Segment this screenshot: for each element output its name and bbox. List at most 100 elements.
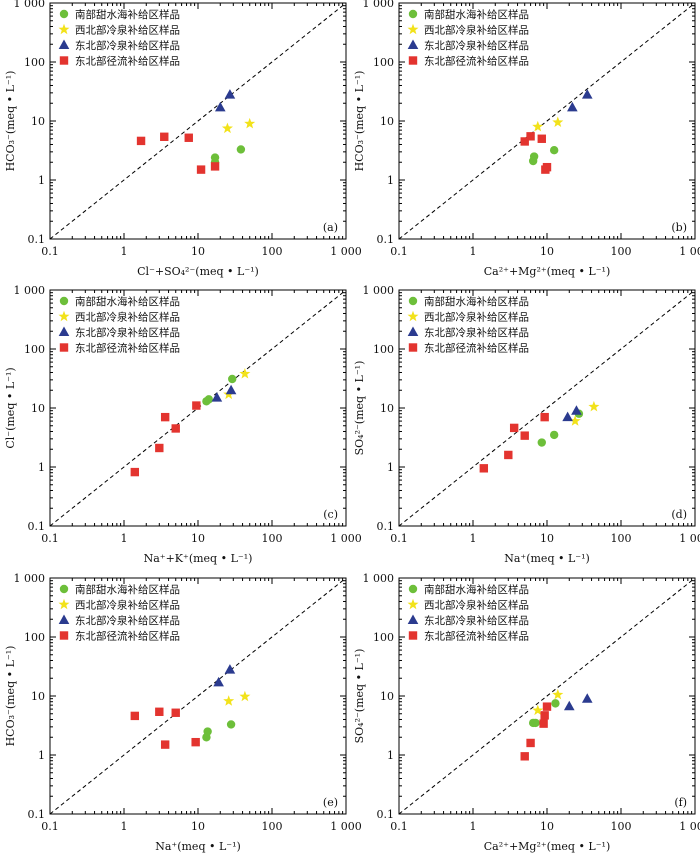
x-tick-label: 1 (470, 245, 477, 258)
data-point (520, 752, 529, 761)
legend-label: 东北部径流补给区样品 (424, 630, 529, 643)
legend-label: 东北部冷泉补给区样品 (424, 614, 529, 627)
data-point (155, 707, 164, 716)
data-point (581, 89, 593, 99)
y-tick-label: 10 (31, 402, 45, 415)
legend-marker (407, 39, 419, 49)
data-point (196, 165, 206, 174)
y-tick-label: 1 (387, 749, 394, 762)
data-point (532, 120, 544, 132)
data-point (171, 424, 180, 433)
legend-marker (58, 326, 70, 336)
data-point (532, 704, 544, 716)
legend-label: 东北部冷泉补给区样品 (75, 614, 180, 627)
x-tick-label: 1 (470, 820, 477, 833)
panel-label: (d) (671, 508, 687, 521)
y-axis-label: Cl⁻(meq • L⁻¹) (4, 367, 17, 448)
data-point (130, 711, 140, 721)
y-tick-label: 100 (373, 56, 394, 69)
x-tick-label: 1 000 (330, 245, 362, 258)
data-point (540, 412, 549, 422)
data-point (509, 423, 519, 433)
x-tick-label: 0.1 (41, 245, 59, 258)
data-point (228, 374, 237, 384)
data-point (581, 693, 593, 703)
data-point (520, 137, 529, 146)
data-point (239, 690, 251, 702)
legend-label: 西北部冷泉补给区样品 (75, 24, 180, 37)
data-point (236, 145, 246, 154)
y-axis-label: SO₄²⁻(meq • L⁻¹) (353, 361, 366, 456)
y-tick-label: 100 (24, 631, 45, 644)
chart-panel-f: 0.1 1 10 100 1 000 0.1 1 10 100 1 000 Ca²⁺+Mg²⁺(me… (353, 572, 700, 853)
data-point (214, 101, 226, 112)
legend-marker (407, 598, 419, 610)
data-point (191, 737, 200, 747)
legend-marker (407, 310, 419, 322)
data-point (160, 740, 170, 749)
x-tick-label: 100 (611, 820, 632, 833)
data-point (569, 415, 581, 426)
y-tick-label: 0.1 (377, 520, 395, 533)
x-tick-label: 0.1 (390, 245, 408, 258)
data-point (155, 443, 164, 453)
y-tick-label: 1 000 (14, 0, 46, 10)
legend-label: 南部甜水海补给区样品 (75, 295, 180, 308)
x-tick-label: 100 (611, 245, 632, 258)
panel-label: (b) (671, 221, 687, 234)
y-tick-label: 0.1 (377, 808, 395, 821)
y-tick-label: 0.1 (28, 520, 46, 533)
data-point (552, 116, 564, 127)
data-point (244, 117, 256, 129)
x-tick-label: 10 (191, 820, 205, 833)
x-tick-label: 1 000 (679, 532, 700, 545)
legend-marker (58, 310, 70, 322)
y-tick-label: 1 (38, 749, 45, 762)
data-point (223, 695, 235, 706)
data-point (531, 718, 540, 728)
x-axis-label: Cl⁻+SO₄²⁻(meq • L⁻¹) (137, 265, 259, 278)
legend-label: 南部甜水海补给区样品 (75, 583, 180, 596)
data-point (204, 395, 214, 404)
legend-marker (59, 343, 69, 352)
x-tick-label: 100 (611, 532, 632, 545)
x-tick-label: 1 000 (330, 820, 362, 833)
legend-label: 西北部冷泉补给区样品 (424, 311, 529, 324)
data-point (192, 401, 201, 410)
data-point (529, 152, 539, 161)
legend-label: 南部甜水海补给区样品 (424, 295, 529, 308)
x-tick-label: 100 (262, 820, 283, 833)
data-point (526, 132, 535, 141)
x-axis-label: Na⁺(meq • L⁻¹) (504, 552, 590, 565)
legend-marker (407, 614, 419, 624)
data-point (239, 368, 251, 379)
y-tick-label: 1 (38, 461, 45, 474)
chart-panel-d: 0.1 1 10 100 1 000 0.1 1 10 100 1 000 Na⁺(meq • L⁻… (353, 284, 700, 565)
x-tick-label: 0.1 (390, 820, 408, 833)
data-point (540, 711, 549, 720)
data-point (542, 162, 552, 172)
panel-label: (e) (323, 796, 338, 809)
y-tick-label: 0.1 (377, 233, 395, 246)
data-point (552, 688, 564, 700)
y-tick-label: 0.1 (28, 808, 46, 821)
y-tick-label: 0.1 (28, 233, 46, 246)
y-axis-label: HCO₃⁻(meq • L⁻¹) (353, 71, 366, 172)
y-tick-label: 10 (380, 402, 394, 415)
data-point (171, 708, 180, 717)
legend-marker (59, 631, 69, 640)
x-tick-label: 0.1 (41, 532, 59, 545)
x-axis-label: Na⁺(meq • L⁻¹) (155, 840, 241, 853)
data-point (549, 145, 559, 155)
data-point (563, 700, 575, 711)
legend-label: 东北部冷泉补给区样品 (75, 39, 180, 52)
data-point (549, 430, 559, 440)
one-to-one-line (398, 577, 696, 815)
legend-marker (58, 598, 70, 610)
data-point (160, 412, 170, 422)
legend-label: 南部甜水海补给区样品 (424, 583, 529, 596)
data-point (537, 438, 546, 447)
data-point (571, 405, 582, 415)
legend-marker (59, 296, 69, 306)
